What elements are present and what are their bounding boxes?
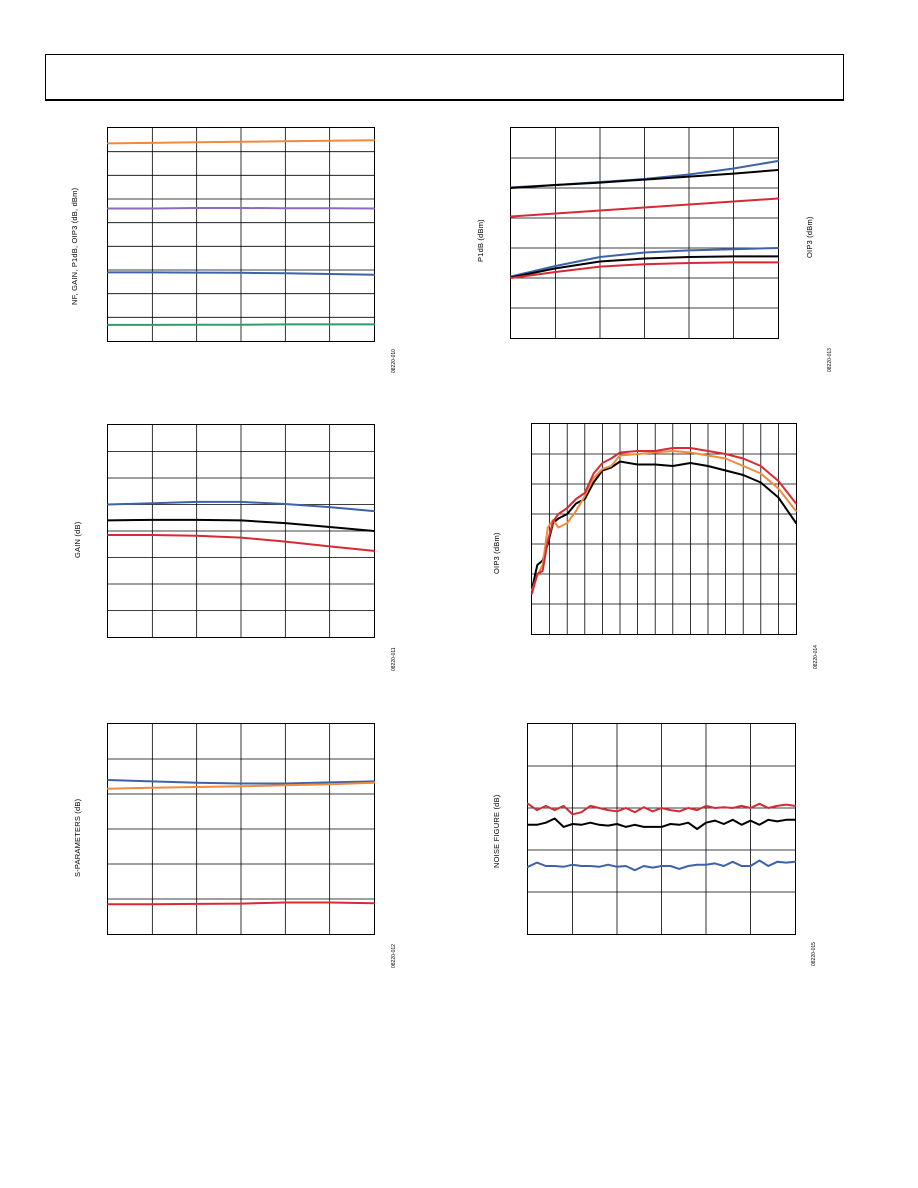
series-line <box>107 518 375 532</box>
chart-svg <box>510 128 779 338</box>
chart-svg <box>531 424 797 634</box>
figure-id: 08220-014 <box>813 645 819 669</box>
series-line <box>107 139 375 145</box>
series-line <box>531 450 797 592</box>
series-line <box>107 779 375 785</box>
series-line <box>107 781 375 790</box>
series-line <box>107 323 375 326</box>
series-line <box>107 901 375 906</box>
plot-area <box>107 127 375 342</box>
series-line <box>531 447 797 595</box>
series-line <box>107 500 375 513</box>
y-axis-label: NF, GAIN, P1dB, OIP3 (dB, dBm) <box>70 187 79 305</box>
figure-id: 08220-015 <box>811 942 817 966</box>
series-line <box>527 817 796 830</box>
figure-id: 08220-011 <box>391 647 397 671</box>
plot-area <box>510 127 779 339</box>
y-axis-label: OIP3 (dBm) <box>492 532 501 574</box>
page-header-box <box>45 54 844 101</box>
plot-area <box>107 424 375 638</box>
chart-svg <box>107 724 375 934</box>
plot-area <box>107 723 375 935</box>
series-line <box>510 261 779 279</box>
chart-svg <box>527 724 796 934</box>
figure-id: 08220-013 <box>827 348 833 372</box>
figure-id: 08220-010 <box>391 349 397 373</box>
plot-area <box>527 723 796 935</box>
series-line <box>107 271 375 276</box>
series-line <box>510 247 779 278</box>
series-line <box>510 169 779 189</box>
y-axis-label-right: OIP3 (dBm) <box>805 216 814 258</box>
y-axis-label: S-PARAMETERS (dB) <box>73 798 82 877</box>
y-axis-label-left: P1dB (dBm) <box>476 219 485 262</box>
series-line <box>510 255 779 279</box>
y-axis-label: GAIN (dB) <box>73 521 82 558</box>
series-line <box>107 534 375 552</box>
chart-svg <box>107 425 375 637</box>
series-line <box>531 460 797 590</box>
series-line <box>107 207 375 210</box>
series-line <box>510 197 779 218</box>
plot-area <box>531 423 797 635</box>
series-line <box>527 859 796 872</box>
series-line <box>527 802 796 816</box>
chart-svg <box>107 128 375 341</box>
figure-id: 08220-012 <box>391 944 397 968</box>
y-axis-label: NOISE FIGURE (dB) <box>492 794 501 868</box>
